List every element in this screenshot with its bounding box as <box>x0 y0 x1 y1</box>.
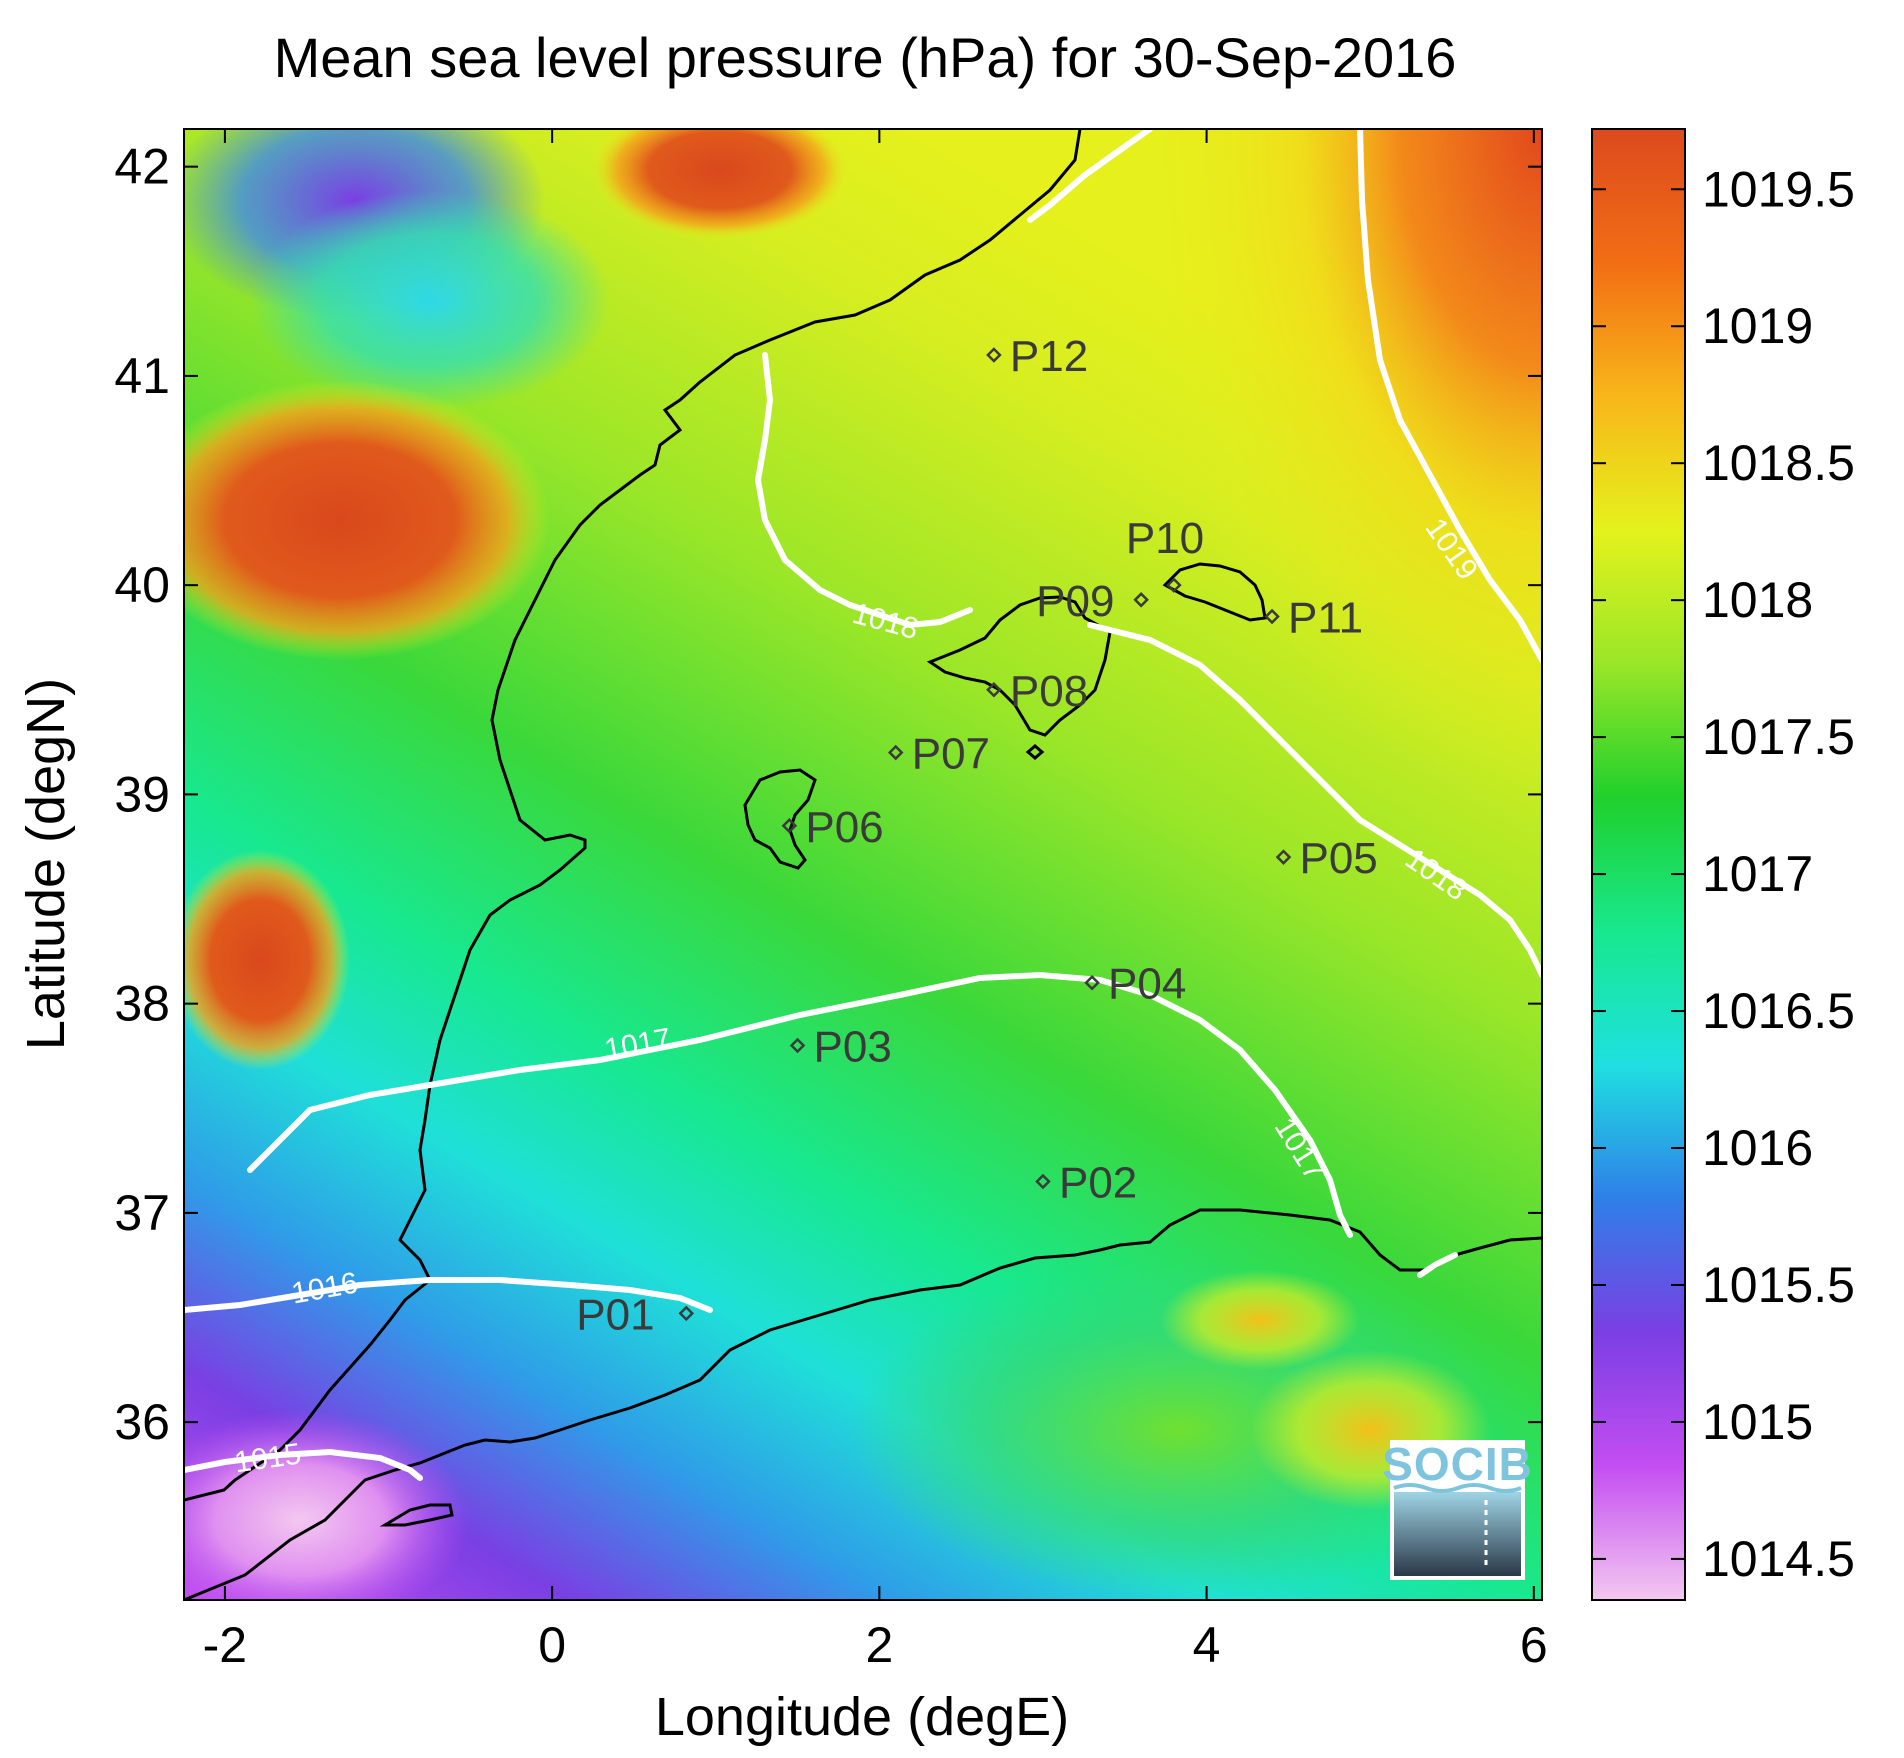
isobar-1018-north <box>1027 129 1153 223</box>
station-label-p11: P11 <box>1288 594 1363 643</box>
logo-wave <box>1393 1483 1522 1493</box>
y-tick-label: 39 <box>114 766 170 822</box>
isobar-1018-west <box>754 352 973 629</box>
colorbar-tick-label: 1016 <box>1702 1120 1813 1176</box>
station-marker-p04 <box>1084 974 1100 991</box>
coastline-africa <box>184 1208 1542 1600</box>
y-tick-label: 37 <box>114 1185 170 1241</box>
station-label-p10: P10 <box>1126 514 1204 563</box>
colorbar-tick-label: 1014.5 <box>1702 1531 1855 1587</box>
chart-title: Mean sea level pressure (hPa) for 30-Sep… <box>274 26 1457 89</box>
station-marker-p11 <box>1264 608 1280 625</box>
station-marker-p12 <box>986 347 1002 363</box>
colorbar-tick-label: 1019.5 <box>1702 161 1855 217</box>
station-label-p07: P07 <box>912 730 990 779</box>
station-marker-p08 <box>986 682 1002 698</box>
y-axis-ticks: 36 37 38 39 40 41 42 <box>114 139 1542 1450</box>
y-tick-label: 38 <box>114 976 170 1032</box>
x-tick-label: 4 <box>1193 1617 1221 1673</box>
x-axis-ticks: -2 0 2 4 6 <box>203 129 1548 1673</box>
pressure-field-southwest-low <box>184 1410 470 1600</box>
station-label-p06: P06 <box>805 803 883 852</box>
colorbar-tick-label: 1017.5 <box>1702 709 1855 765</box>
x-tick-label: 2 <box>865 1617 893 1673</box>
x-tick-label: 0 <box>538 1617 566 1673</box>
station-marker-p03 <box>789 1037 806 1054</box>
coastline-cabrera <box>1025 744 1045 760</box>
isobar-1018-east <box>1087 622 1542 978</box>
isobar-contours <box>184 129 1542 1481</box>
x-tick-label: -2 <box>203 1617 247 1673</box>
coastline-iberia <box>184 129 1082 1502</box>
pressure-field-north-high <box>590 129 850 240</box>
colorbar: 1014.5 1015 1015.5 1016 1016.5 1017 1017.5 1018… <box>1591 128 1855 1601</box>
socib-logo: SOCIB <box>1382 1438 1533 1580</box>
colorbar-tick-label: 1016.5 <box>1702 983 1855 1039</box>
station-marker-p06 <box>781 818 798 834</box>
isobar-1015 <box>184 1448 423 1481</box>
y-tick-label: 41 <box>114 348 170 404</box>
isobar-1019 <box>1357 129 1542 663</box>
plot-frame <box>183 128 1543 1601</box>
station-marker-p05 <box>1275 849 1292 865</box>
station-label-p03: P03 <box>814 1022 892 1071</box>
logo-text: SOCIB <box>1382 1438 1533 1490</box>
coastlines <box>184 129 1542 1600</box>
station-label-p02: P02 <box>1059 1159 1137 1208</box>
coastline-ibiza <box>743 768 817 870</box>
station-marker-p01 <box>678 1305 695 1322</box>
y-tick-label: 40 <box>114 557 170 613</box>
station-marker-p07 <box>887 744 904 761</box>
station-label-p08: P08 <box>1010 667 1088 716</box>
y-tick-label: 36 <box>114 1394 170 1450</box>
y-axis-label: Latitude (degN) <box>16 678 76 1050</box>
isobar-1017-east <box>1417 1252 1458 1278</box>
isobar-1017 <box>247 971 1353 1238</box>
coastline-menorca <box>1162 562 1267 622</box>
x-tick-label: 6 <box>1520 1617 1548 1673</box>
colorbar-ramp <box>1591 128 1686 1601</box>
coastline-mallorca <box>926 595 1112 737</box>
isobar-1016 <box>184 1277 713 1313</box>
station-marker-p10 <box>1166 577 1182 593</box>
pressure-field-iberia-high <box>184 380 550 660</box>
colorbar-tick-label: 1017 <box>1702 846 1813 902</box>
station-label-p01: P01 <box>576 1290 654 1339</box>
colorbar-tick-label: 1015 <box>1702 1394 1813 1450</box>
colorbar-tick-label: 1018 <box>1702 572 1813 628</box>
colorbar-tick-label: 1015.5 <box>1702 1257 1855 1313</box>
pressure-field-west-high <box>184 850 350 1070</box>
station-marker-p02 <box>1035 1173 1051 1190</box>
colorbar-tick-label: 1019 <box>1702 298 1813 354</box>
station-label-p09: P09 <box>1036 577 1114 626</box>
colorbar-ticks: 1014.5 1015 1015.5 1016 1016.5 1017 1017.5 1018… <box>1592 161 1855 1587</box>
pressure-field-africa-yellow-2 <box>1160 1270 1360 1370</box>
station-label-p12: P12 <box>1010 332 1088 381</box>
logo-sea-gradient <box>1394 1492 1521 1576</box>
station-label-p04: P04 <box>1108 960 1186 1009</box>
station-label-p05: P05 <box>1299 834 1377 883</box>
coastline-alboran-island <box>379 1503 454 1527</box>
pressure-field-cyan-region <box>250 190 610 410</box>
y-tick-label: 42 <box>114 139 170 195</box>
station-marker-p09 <box>1133 592 1149 608</box>
colorbar-tick-label: 1018.5 <box>1702 435 1855 491</box>
x-axis-label: Longitude (degE) <box>655 1687 1069 1747</box>
